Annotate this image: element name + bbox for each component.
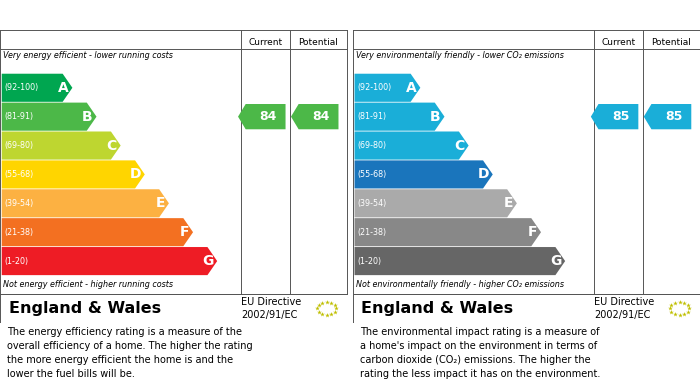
Text: Environmental Impact (CO₂) Rating: Environmental Impact (CO₂) Rating: [358, 9, 620, 22]
Text: EU Directive
2002/91/EC: EU Directive 2002/91/EC: [241, 297, 302, 320]
Polygon shape: [354, 131, 468, 160]
Text: (39-54): (39-54): [4, 199, 34, 208]
Text: E: E: [155, 196, 165, 210]
Text: A: A: [58, 81, 69, 95]
Text: (55-68): (55-68): [357, 170, 386, 179]
Text: D: D: [130, 167, 141, 181]
Text: (69-80): (69-80): [357, 141, 386, 150]
Text: (69-80): (69-80): [4, 141, 34, 150]
Polygon shape: [354, 160, 493, 188]
Text: (21-38): (21-38): [357, 228, 386, 237]
Text: B: B: [82, 109, 92, 124]
Text: England & Wales: England & Wales: [361, 301, 514, 316]
Polygon shape: [354, 74, 421, 102]
Polygon shape: [591, 104, 638, 129]
Text: Potential: Potential: [299, 38, 339, 47]
Text: Very environmentally friendly - lower CO₂ emissions: Very environmentally friendly - lower CO…: [356, 51, 564, 60]
Text: B: B: [430, 109, 440, 124]
Polygon shape: [291, 104, 339, 129]
Text: G: G: [202, 254, 214, 268]
Text: Energy Efficiency Rating: Energy Efficiency Rating: [5, 9, 188, 22]
Polygon shape: [1, 102, 97, 131]
Polygon shape: [1, 218, 193, 246]
Text: (81-91): (81-91): [357, 112, 386, 121]
Text: (55-68): (55-68): [4, 170, 34, 179]
Text: E: E: [503, 196, 513, 210]
Polygon shape: [1, 247, 217, 275]
Text: 84: 84: [259, 110, 276, 123]
Text: EU Directive
2002/91/EC: EU Directive 2002/91/EC: [594, 297, 654, 320]
Polygon shape: [238, 104, 286, 129]
Text: Not environmentally friendly - higher CO₂ emissions: Not environmentally friendly - higher CO…: [356, 280, 564, 289]
Polygon shape: [354, 247, 565, 275]
Text: Current: Current: [248, 38, 283, 47]
Text: (92-100): (92-100): [357, 83, 391, 92]
Text: The energy efficiency rating is a measure of the
overall efficiency of a home. T: The energy efficiency rating is a measur…: [7, 327, 253, 379]
Text: A: A: [406, 81, 416, 95]
Polygon shape: [1, 74, 72, 102]
Text: (81-91): (81-91): [4, 112, 34, 121]
Text: Potential: Potential: [652, 38, 692, 47]
Polygon shape: [1, 131, 120, 160]
Text: C: C: [454, 138, 465, 152]
Polygon shape: [1, 160, 145, 188]
Text: (1-20): (1-20): [4, 256, 28, 265]
Text: Current: Current: [601, 38, 636, 47]
Text: G: G: [550, 254, 561, 268]
Text: 84: 84: [312, 110, 330, 123]
Text: 85: 85: [612, 110, 629, 123]
Polygon shape: [644, 104, 692, 129]
Text: D: D: [477, 167, 489, 181]
Polygon shape: [354, 218, 541, 246]
Text: (39-54): (39-54): [357, 199, 386, 208]
Text: 85: 85: [665, 110, 682, 123]
Text: Not energy efficient - higher running costs: Not energy efficient - higher running co…: [4, 280, 174, 289]
Text: (1-20): (1-20): [357, 256, 381, 265]
Polygon shape: [354, 189, 517, 217]
Polygon shape: [354, 102, 444, 131]
Polygon shape: [1, 189, 169, 217]
Text: England & Wales: England & Wales: [8, 301, 161, 316]
Text: F: F: [180, 225, 189, 239]
Text: Very energy efficient - lower running costs: Very energy efficient - lower running co…: [4, 51, 174, 60]
Text: (92-100): (92-100): [4, 83, 39, 92]
Text: (21-38): (21-38): [4, 228, 34, 237]
Text: The environmental impact rating is a measure of
a home's impact on the environme: The environmental impact rating is a mea…: [360, 327, 600, 379]
Text: F: F: [528, 225, 537, 239]
Text: C: C: [106, 138, 117, 152]
